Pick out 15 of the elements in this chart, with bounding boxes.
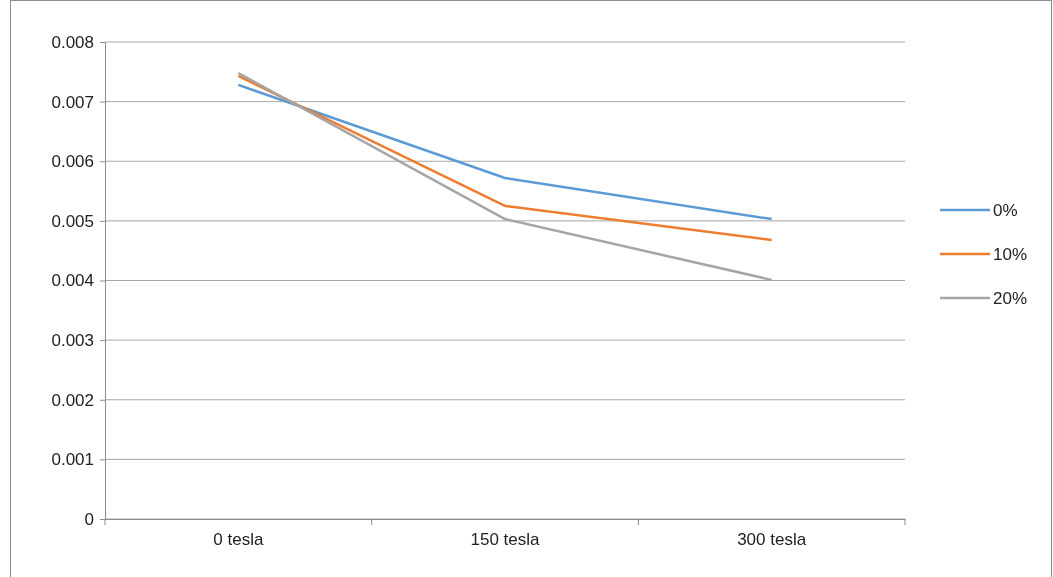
y-tick-label: 0.001 [51,450,94,470]
y-tick-label: 0.005 [51,211,94,231]
legend-label: 0% [993,201,1018,220]
y-tick-label: 0.004 [51,271,94,291]
legend-label: 10% [993,245,1028,264]
y-tick-label: 0 [84,509,94,529]
x-tick-label: 0 tesla [213,530,264,550]
x-tick-label: 150 tesla [470,530,541,550]
y-tick-label: 0.007 [51,92,94,112]
y-tick-label: 0.008 [51,32,94,52]
legend-label: 20% [993,289,1028,308]
x-tick-label: 300 tesla [737,530,807,550]
y-tick-label: 0.003 [51,331,94,351]
y-tick-label: 0.002 [51,390,94,410]
y-tick-label: 0.006 [51,152,94,172]
